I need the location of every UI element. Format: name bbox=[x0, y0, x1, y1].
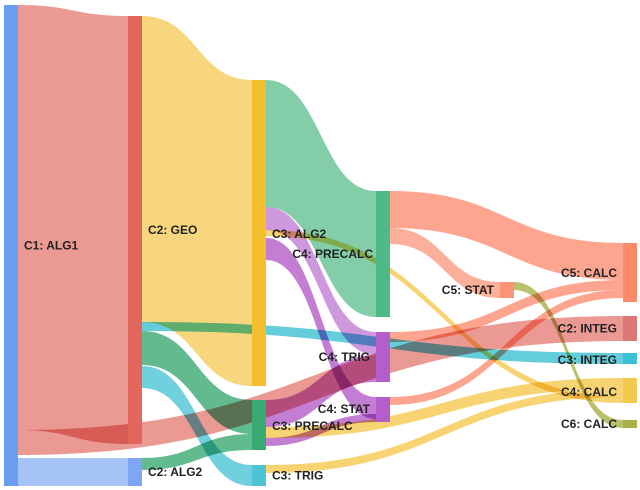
node-label-c5-calc: C5: CALC bbox=[561, 266, 617, 280]
link-c2-alg2-to-c3-precalc[interactable] bbox=[142, 434, 252, 470]
node-label-c3-trig: C3: TRIG bbox=[272, 469, 323, 483]
node-label-c4-precalc: C4: PRECALC bbox=[292, 247, 373, 261]
labels-layer: C1: ALG1 C2: GEO C2: ALG2 C3: ALG2 C3: PRECA… bbox=[24, 223, 617, 483]
node-c4-stat[interactable] bbox=[376, 397, 390, 422]
node-label-c3-precalc: C3: PRECALC bbox=[272, 419, 353, 433]
node-c5-calc[interactable] bbox=[623, 243, 637, 302]
link-c1-alg1-to-c2-alg2[interactable] bbox=[18, 458, 128, 486]
link-c4-precalc-to-c5-stat[interactable] bbox=[390, 228, 500, 298]
link-c3-geo-to-c4-calc[interactable] bbox=[266, 230, 623, 403]
node-label-c2-alg2: C2: ALG2 bbox=[148, 465, 203, 479]
link-c5-stat-to-c6-calc[interactable] bbox=[514, 282, 623, 428]
node-c3-geo[interactable] bbox=[252, 80, 266, 386]
node-label-c1-alg1: C1: ALG1 bbox=[24, 239, 79, 253]
link-c1-alg1-to-c2-alg1[interactable] bbox=[18, 5, 128, 444]
node-c3-trig[interactable] bbox=[252, 465, 266, 486]
node-c4-precalc[interactable] bbox=[376, 191, 390, 317]
node-label-c4-stat: C4: STAT bbox=[318, 402, 371, 416]
node-c3-integ[interactable] bbox=[623, 353, 637, 364]
node-label-c2-geo: C2: GEO bbox=[148, 223, 197, 237]
link-c4-precalc-to-c5-calc[interactable] bbox=[390, 191, 623, 280]
link-c4-trig-to-c5-calc[interactable] bbox=[390, 280, 623, 342]
node-label-c3-alg2: C3: ALG2 bbox=[272, 227, 327, 241]
node-c4-calc[interactable] bbox=[623, 378, 637, 403]
node-label-c5-stat: C5: STAT bbox=[442, 283, 495, 297]
node-c2-alg1[interactable] bbox=[128, 16, 142, 444]
link-c2-geo-to-c3-geo[interactable] bbox=[142, 16, 252, 386]
node-label-c2-integ: C2: INTEG bbox=[558, 322, 617, 336]
link-c3-precalc-to-c4-trig[interactable] bbox=[266, 355, 376, 427]
node-c6-calc[interactable] bbox=[623, 420, 637, 428]
node-label-c6-calc: C6: CALC bbox=[561, 417, 617, 431]
node-c4-trig[interactable] bbox=[376, 332, 390, 382]
link-c2-geo-to-c3-precalc[interactable] bbox=[142, 331, 252, 434]
node-c3-precalc[interactable] bbox=[252, 400, 266, 450]
nodes-layer bbox=[4, 5, 637, 486]
node-label-c4-trig: C4: TRIG bbox=[319, 350, 370, 364]
link-c2-geo-to-c3-trig[interactable] bbox=[142, 366, 252, 486]
node-c1-alg1[interactable] bbox=[4, 5, 18, 486]
node-c2-alg2[interactable] bbox=[128, 458, 142, 486]
link-c3-geo-to-c4-stat[interactable] bbox=[266, 238, 376, 419]
link-c4-stat-to-c5-calc[interactable] bbox=[390, 290, 623, 405]
link-c3-precalc-to-c4-stat[interactable] bbox=[266, 414, 376, 446]
node-label-c3-integ: C3: INTEG bbox=[558, 353, 617, 367]
node-c5-stat[interactable] bbox=[500, 282, 514, 298]
node-label-c4-calc: C4: CALC bbox=[561, 385, 617, 399]
link-c3-geo-to-c4-trig[interactable] bbox=[266, 207, 376, 355]
link-c3-trig-to-c4-calc[interactable] bbox=[266, 389, 623, 473]
link-c3-geo-to-c4-precalc[interactable] bbox=[266, 80, 376, 317]
node-c2-integ[interactable] bbox=[623, 316, 637, 341]
